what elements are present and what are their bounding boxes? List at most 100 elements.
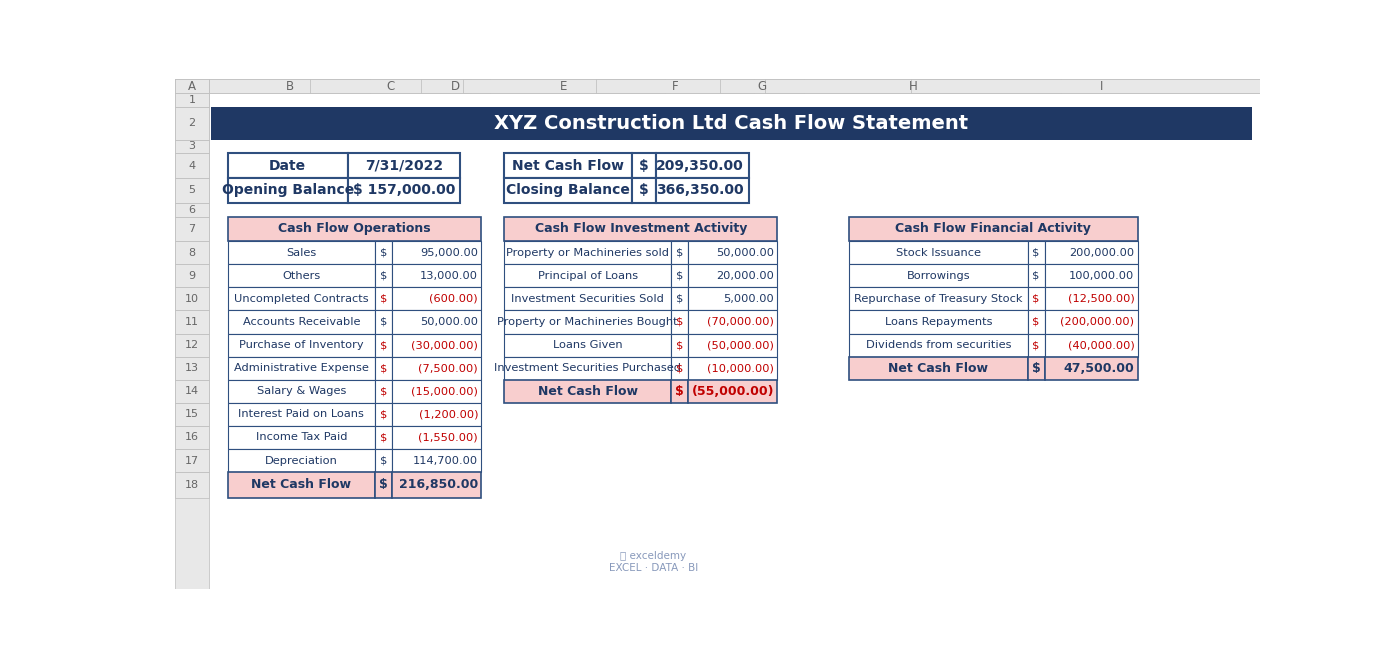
FancyBboxPatch shape — [850, 310, 1028, 334]
FancyBboxPatch shape — [175, 203, 209, 216]
Text: $: $ — [676, 248, 683, 258]
FancyBboxPatch shape — [228, 357, 375, 380]
FancyBboxPatch shape — [911, 79, 1291, 93]
FancyBboxPatch shape — [671, 287, 687, 310]
Text: (10,000.00): (10,000.00) — [707, 363, 774, 373]
Text: 1: 1 — [189, 95, 196, 105]
Text: 17: 17 — [185, 455, 199, 465]
Text: 200,000.00: 200,000.00 — [1070, 248, 1134, 258]
Text: Net Cash Flow: Net Cash Flow — [538, 385, 637, 398]
FancyBboxPatch shape — [175, 472, 209, 498]
FancyBboxPatch shape — [671, 380, 687, 403]
FancyBboxPatch shape — [1044, 357, 1138, 380]
FancyBboxPatch shape — [850, 357, 1028, 380]
Text: 8: 8 — [189, 248, 196, 258]
Text: $: $ — [379, 479, 388, 491]
Text: Net Cash Flow: Net Cash Flow — [252, 479, 351, 491]
FancyBboxPatch shape — [392, 426, 482, 449]
Text: $ 157,000.00: $ 157,000.00 — [353, 183, 455, 197]
FancyBboxPatch shape — [209, 93, 1260, 589]
Text: $: $ — [1032, 271, 1040, 281]
Text: Accounts Receivable: Accounts Receivable — [242, 317, 360, 327]
Text: Net Cash Flow: Net Cash Flow — [889, 361, 988, 375]
FancyBboxPatch shape — [375, 449, 392, 472]
FancyBboxPatch shape — [175, 241, 209, 264]
FancyBboxPatch shape — [175, 93, 209, 589]
FancyBboxPatch shape — [175, 287, 209, 310]
Text: (1,550.00): (1,550.00) — [419, 432, 477, 442]
Text: $: $ — [379, 294, 388, 304]
FancyBboxPatch shape — [175, 107, 209, 140]
FancyBboxPatch shape — [420, 79, 490, 93]
Text: E: E — [560, 80, 568, 93]
Text: 15: 15 — [185, 409, 199, 420]
FancyBboxPatch shape — [175, 264, 209, 287]
Text: Loans Given: Loans Given — [553, 340, 623, 350]
FancyBboxPatch shape — [175, 79, 209, 93]
Text: $: $ — [379, 363, 388, 373]
FancyBboxPatch shape — [850, 264, 1028, 287]
FancyBboxPatch shape — [671, 264, 687, 287]
Text: $: $ — [1032, 340, 1040, 350]
FancyBboxPatch shape — [504, 334, 671, 357]
FancyBboxPatch shape — [504, 264, 671, 287]
FancyBboxPatch shape — [375, 403, 392, 426]
Text: $: $ — [676, 271, 683, 281]
FancyBboxPatch shape — [633, 178, 655, 203]
FancyBboxPatch shape — [850, 334, 1028, 357]
Text: 6: 6 — [189, 205, 196, 214]
FancyBboxPatch shape — [1044, 334, 1138, 357]
FancyBboxPatch shape — [671, 357, 687, 380]
FancyBboxPatch shape — [375, 241, 392, 264]
FancyBboxPatch shape — [228, 310, 375, 334]
Text: (40,000.00): (40,000.00) — [1068, 340, 1134, 350]
Text: Property or Machineries sold: Property or Machineries sold — [507, 248, 669, 258]
FancyBboxPatch shape — [504, 310, 671, 334]
FancyBboxPatch shape — [392, 472, 482, 498]
FancyBboxPatch shape — [347, 154, 461, 178]
FancyBboxPatch shape — [175, 93, 209, 107]
FancyBboxPatch shape — [375, 426, 392, 449]
Text: (1,200.00): (1,200.00) — [419, 409, 477, 420]
Text: 47,500.00: 47,500.00 — [1064, 361, 1134, 375]
Text: Date: Date — [269, 159, 307, 173]
FancyBboxPatch shape — [1044, 310, 1138, 334]
FancyBboxPatch shape — [720, 79, 804, 93]
FancyBboxPatch shape — [392, 380, 482, 403]
FancyBboxPatch shape — [309, 79, 470, 93]
FancyBboxPatch shape — [1044, 264, 1138, 287]
FancyBboxPatch shape — [228, 241, 375, 264]
Text: 16: 16 — [185, 432, 199, 442]
Text: 4: 4 — [189, 161, 196, 171]
FancyBboxPatch shape — [175, 79, 209, 93]
FancyBboxPatch shape — [228, 426, 375, 449]
Text: (50,000.00): (50,000.00) — [707, 340, 774, 350]
Text: Cash Flow Financial Activity: Cash Flow Financial Activity — [896, 222, 1092, 235]
FancyBboxPatch shape — [375, 264, 392, 287]
Text: 366,350.00: 366,350.00 — [657, 183, 743, 197]
FancyBboxPatch shape — [392, 357, 482, 380]
Text: 11: 11 — [185, 317, 199, 327]
FancyBboxPatch shape — [1028, 287, 1044, 310]
FancyBboxPatch shape — [375, 287, 392, 310]
FancyBboxPatch shape — [504, 380, 671, 403]
FancyBboxPatch shape — [687, 310, 777, 334]
Text: $: $ — [638, 183, 648, 197]
Text: (55,000.00): (55,000.00) — [692, 385, 774, 398]
FancyBboxPatch shape — [392, 334, 482, 357]
Text: $: $ — [1032, 248, 1040, 258]
FancyBboxPatch shape — [850, 241, 1028, 264]
FancyBboxPatch shape — [687, 287, 777, 310]
FancyBboxPatch shape — [671, 241, 687, 264]
Text: Loans Repayments: Loans Repayments — [885, 317, 993, 327]
FancyBboxPatch shape — [504, 216, 777, 241]
FancyBboxPatch shape — [175, 154, 209, 178]
Text: (12,500.00): (12,500.00) — [1068, 294, 1134, 304]
Text: Cash Flow Operations: Cash Flow Operations — [279, 222, 431, 235]
Text: Sales: Sales — [286, 248, 316, 258]
FancyBboxPatch shape — [463, 79, 665, 93]
FancyBboxPatch shape — [228, 264, 375, 287]
Text: Administrative Expense: Administrative Expense — [234, 363, 368, 373]
Text: 3: 3 — [189, 142, 196, 152]
Text: A: A — [188, 80, 196, 93]
